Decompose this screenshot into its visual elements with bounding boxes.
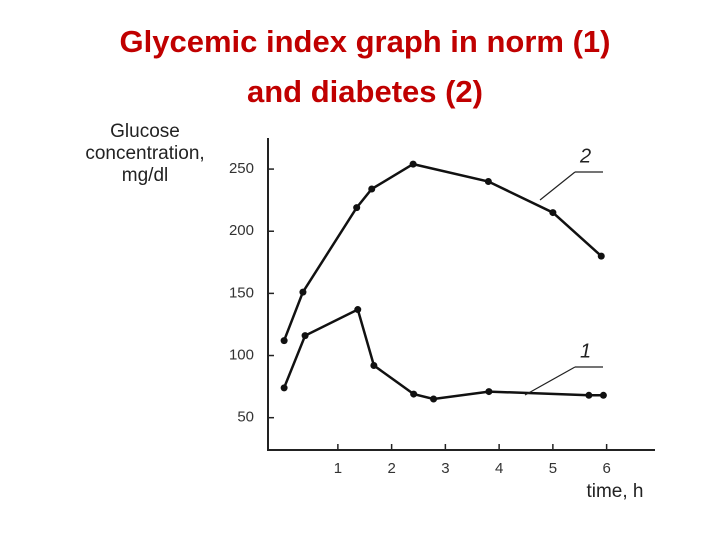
- y-tick-label: 50: [237, 409, 254, 426]
- data-point: [409, 160, 417, 168]
- data-point: [410, 390, 418, 398]
- data-point: [485, 388, 493, 396]
- y-tick-label: 100: [229, 346, 254, 363]
- data-point: [280, 337, 288, 345]
- data-point: [370, 361, 378, 369]
- data-point: [599, 391, 607, 399]
- data-point: [597, 252, 605, 260]
- y-axis-label: mg/dl: [122, 165, 168, 186]
- x-axis-label: time, h: [586, 481, 643, 502]
- data-point: [280, 384, 288, 392]
- x-tick-label: 6: [602, 460, 610, 477]
- y-tick-label: 150: [229, 284, 254, 301]
- x-tick-label: 1: [334, 460, 342, 477]
- series-label: 1: [580, 340, 591, 362]
- data-point: [368, 185, 376, 193]
- data-point: [549, 209, 557, 217]
- x-tick-label: 3: [441, 460, 449, 477]
- x-tick-label: 4: [495, 460, 503, 477]
- leader-line: [524, 366, 576, 396]
- y-axis-label: Glucose: [110, 121, 180, 142]
- series-label: 2: [579, 145, 591, 167]
- x-tick-label: 5: [549, 460, 557, 477]
- y-tick-label: 200: [229, 222, 254, 239]
- data-point: [354, 306, 362, 314]
- data-point: [585, 391, 593, 399]
- data-point: [301, 332, 309, 340]
- data-point: [430, 395, 438, 403]
- data-point: [353, 204, 361, 212]
- series-line: [282, 307, 604, 401]
- y-axis-label: concentration,: [85, 143, 204, 164]
- data-point: [299, 288, 307, 296]
- leader-line: [539, 171, 576, 201]
- series-line: [282, 162, 603, 342]
- x-tick-label: 2: [387, 460, 395, 477]
- y-tick-label: 250: [229, 160, 254, 177]
- title-line: Glycemic index graph in norm (1): [120, 24, 611, 59]
- title-line: and diabetes (2): [247, 74, 483, 109]
- data-point: [484, 178, 492, 186]
